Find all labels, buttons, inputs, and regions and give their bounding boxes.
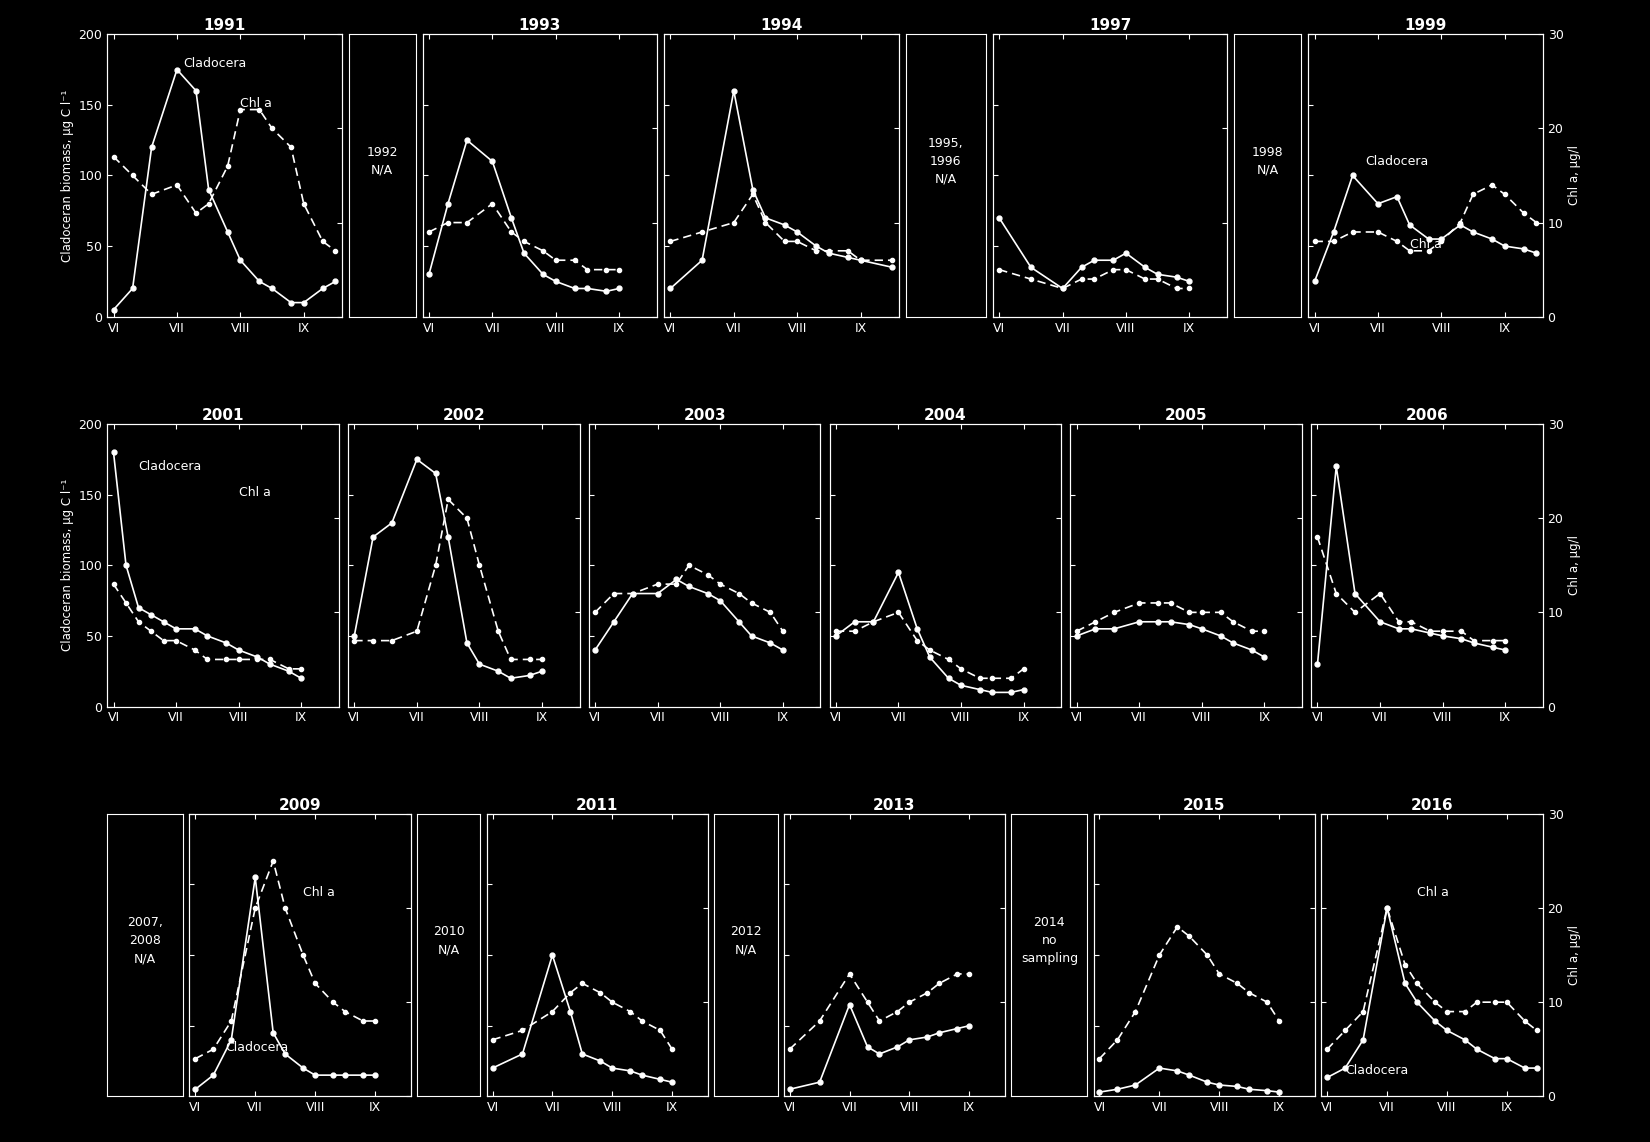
Title: 2015: 2015: [1183, 798, 1226, 813]
Text: Cladocera: Cladocera: [1365, 155, 1429, 168]
Title: 2005: 2005: [1165, 408, 1208, 423]
Text: 2010
N/A: 2010 N/A: [432, 925, 465, 957]
Text: 1995,
1996
N/A: 1995, 1996 N/A: [927, 137, 964, 186]
Text: Chl a: Chl a: [241, 97, 272, 110]
Y-axis label: Chl a, µg/l: Chl a, µg/l: [1568, 925, 1581, 986]
Title: 2016: 2016: [1411, 798, 1454, 813]
Title: 1993: 1993: [518, 18, 561, 33]
Text: 2014
no
sampling: 2014 no sampling: [1021, 917, 1077, 965]
Text: Chl a: Chl a: [1409, 238, 1442, 251]
Text: 2012
N/A: 2012 N/A: [729, 925, 762, 957]
Title: 2009: 2009: [279, 798, 322, 813]
Text: Cladocera: Cladocera: [1345, 1064, 1409, 1078]
Title: 1991: 1991: [203, 18, 246, 33]
Title: 1994: 1994: [761, 18, 802, 33]
Text: 1998
N/A: 1998 N/A: [1252, 146, 1284, 177]
Title: 1997: 1997: [1089, 18, 1132, 33]
Text: Chl a: Chl a: [239, 486, 271, 499]
Y-axis label: Cladoceran biomass, µg C l⁻¹: Cladoceran biomass, µg C l⁻¹: [61, 480, 74, 651]
Title: 2011: 2011: [576, 798, 619, 813]
Y-axis label: Cladoceran biomass, µg C l⁻¹: Cladoceran biomass, µg C l⁻¹: [61, 89, 74, 262]
Text: 2007,
2008
N/A: 2007, 2008 N/A: [127, 917, 163, 965]
Y-axis label: Chl a, µg/l: Chl a, µg/l: [1568, 536, 1581, 595]
Y-axis label: Chl a, µg/l: Chl a, µg/l: [1568, 145, 1581, 206]
Title: 2004: 2004: [924, 408, 967, 423]
Text: Chl a: Chl a: [304, 885, 335, 899]
Text: Chl a: Chl a: [1417, 885, 1449, 899]
Title: 2006: 2006: [1406, 408, 1449, 423]
Title: 2001: 2001: [201, 408, 244, 423]
Text: Cladocera: Cladocera: [183, 57, 246, 70]
Title: 2013: 2013: [873, 798, 916, 813]
Title: 2003: 2003: [683, 408, 726, 423]
Text: Cladocera: Cladocera: [226, 1042, 289, 1054]
Title: 1999: 1999: [1404, 18, 1447, 33]
Text: Cladocera: Cladocera: [139, 460, 201, 474]
Text: 1992
N/A: 1992 N/A: [366, 146, 398, 177]
Title: 2002: 2002: [442, 408, 485, 423]
